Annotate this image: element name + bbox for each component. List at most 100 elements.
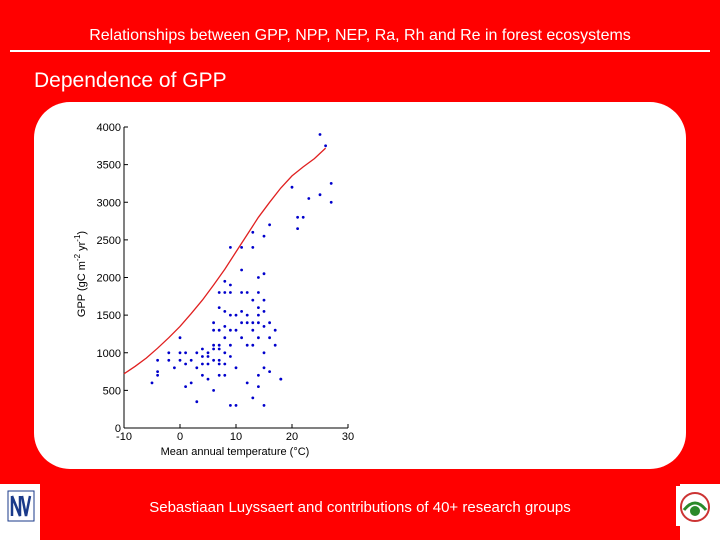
data-point <box>245 343 249 347</box>
data-point <box>223 351 227 355</box>
data-point <box>195 366 199 370</box>
data-point <box>229 246 232 249</box>
data-point <box>245 381 249 385</box>
data-point <box>257 313 260 317</box>
data-point <box>167 351 171 355</box>
y-tick-label: 0 <box>115 423 121 435</box>
x-tick-label: 30 <box>342 431 354 443</box>
data-point <box>223 291 227 294</box>
x-tick-label: 10 <box>230 431 242 443</box>
data-point <box>251 343 255 347</box>
data-point <box>262 272 266 276</box>
data-point <box>178 336 182 340</box>
data-point <box>212 389 216 392</box>
data-point <box>229 355 232 358</box>
x-tick-label: -10 <box>116 431 132 443</box>
data-point <box>257 276 260 279</box>
data-point <box>206 377 210 381</box>
carbo-europe-logo-icon <box>676 486 714 526</box>
data-point <box>245 291 249 294</box>
data-point <box>257 336 260 340</box>
y-tick-label: 1500 <box>97 310 121 322</box>
data-point <box>229 313 232 317</box>
data-point <box>201 355 204 358</box>
data-point <box>245 321 249 325</box>
data-point <box>189 358 193 362</box>
data-point <box>329 182 333 185</box>
y-tick-label: 4000 <box>97 122 121 134</box>
data-point <box>184 362 188 366</box>
data-point <box>217 306 221 309</box>
data-point <box>184 385 188 388</box>
data-point <box>217 347 221 351</box>
data-point <box>245 313 249 317</box>
data-point <box>212 347 216 351</box>
data-point <box>268 336 271 340</box>
header-rule <box>10 50 710 52</box>
data-point <box>251 230 255 234</box>
data-point <box>217 328 221 332</box>
data-point <box>234 313 238 317</box>
data-point <box>229 291 232 294</box>
data-point <box>262 298 266 302</box>
data-point <box>212 328 216 332</box>
data-point <box>234 366 238 370</box>
data-point <box>268 223 271 227</box>
data-point <box>318 193 322 197</box>
data-point <box>229 328 232 332</box>
data-point <box>301 215 305 219</box>
x-axis-label: Mean annual temperature (°C) <box>161 446 310 458</box>
y-tick-label: 2500 <box>97 235 121 247</box>
data-point <box>262 351 266 355</box>
data-point <box>189 381 193 385</box>
university-logo-icon <box>6 488 36 524</box>
data-point <box>240 246 244 249</box>
data-point <box>173 366 176 370</box>
data-point <box>223 336 227 340</box>
data-point <box>318 133 322 136</box>
y-tick-label: 3500 <box>97 160 121 172</box>
data-point <box>212 321 216 325</box>
data-point <box>229 404 232 407</box>
data-point <box>329 200 333 204</box>
data-point <box>257 291 260 294</box>
data-point <box>206 362 210 366</box>
y-tick-label: 1000 <box>97 348 121 360</box>
data-point <box>240 291 244 294</box>
y-tick-label: 2000 <box>97 273 121 285</box>
x-tick-label: 20 <box>286 431 298 443</box>
data-point <box>212 343 216 347</box>
data-point <box>223 310 227 313</box>
data-point <box>184 351 188 355</box>
data-point <box>251 396 255 400</box>
data-point <box>156 373 159 377</box>
data-point <box>251 321 255 325</box>
data-point <box>206 355 210 358</box>
data-point <box>156 358 159 362</box>
data-point <box>217 373 221 377</box>
y-label-exp2: -1 <box>73 234 82 242</box>
data-point <box>240 321 244 325</box>
fit-curve <box>123 147 327 375</box>
data-point <box>217 362 221 366</box>
data-point <box>150 381 154 385</box>
y-axis-label: GPP (gC m-2 yr-1) <box>73 231 88 317</box>
header-bar: Relationships between GPP, NPP, NEP, Ra,… <box>0 0 720 52</box>
data-point <box>167 358 171 362</box>
data-point <box>290 185 294 189</box>
y-label-end: ) <box>76 231 88 235</box>
data-point <box>257 321 260 325</box>
data-point <box>195 351 199 355</box>
data-point <box>229 283 232 287</box>
data-point <box>223 325 227 328</box>
y-tick-label: 500 <box>103 385 121 397</box>
data-point <box>262 404 266 407</box>
data-point <box>324 144 327 148</box>
header-title: Relationships between GPP, NPP, NEP, Ra,… <box>89 27 631 44</box>
data-point <box>268 370 271 373</box>
data-point <box>178 358 182 362</box>
data-point <box>234 404 238 407</box>
data-point <box>195 400 199 404</box>
data-point <box>223 373 227 377</box>
